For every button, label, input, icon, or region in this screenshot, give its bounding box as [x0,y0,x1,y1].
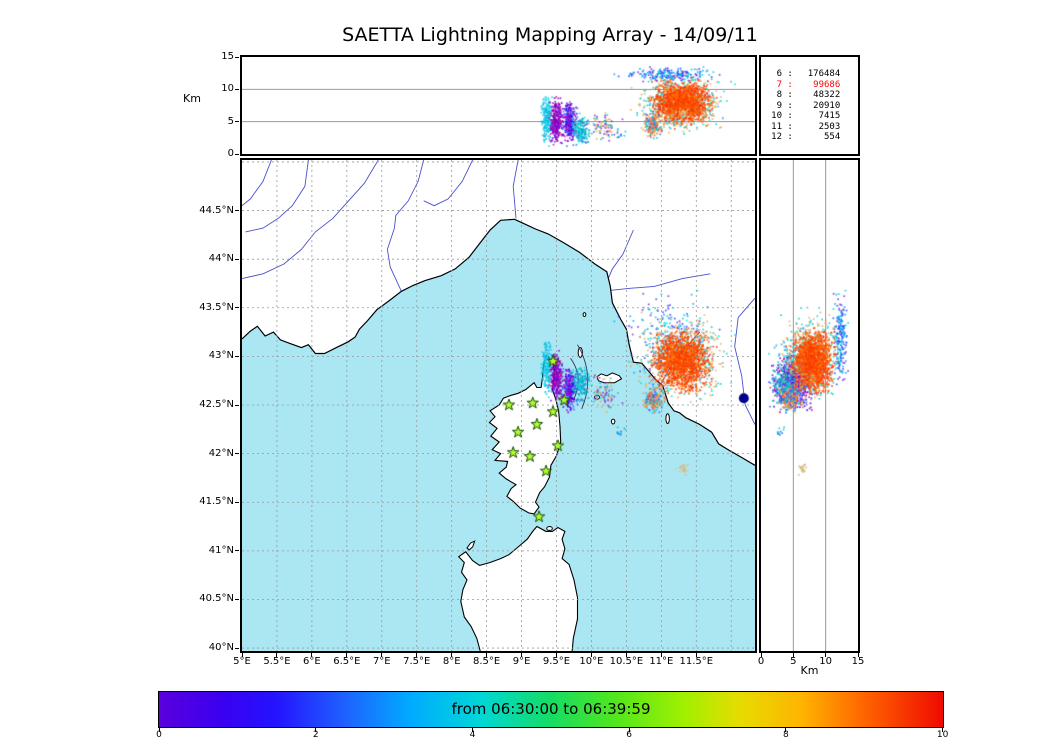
lat-tick-label: 43°N [208,350,234,362]
tick-mark [276,653,278,657]
count-row: 11 : 2503 [771,121,841,132]
altitude-tick-label: 5 [227,115,234,127]
tick-mark [792,653,794,657]
lon-tick-label: 8.5°E [472,656,501,667]
tick-mark [241,653,243,657]
tick-mark [235,56,239,58]
lat-tick-label: 44.5°N [199,204,234,216]
tick-mark [451,653,453,657]
colorbar-label: from 06:30:00 to 06:39:59 [451,700,651,718]
colorbar-tick-label: 8 [783,730,789,740]
altitude-tick-label: 15 [221,51,234,62]
lon-tick-label: 9°E [512,656,531,667]
station-count-panel: 6 : 176484 7 : 99686 8 : 48322 9 : 20910 10 … [759,55,860,156]
lon-tick-label: 9.5°E [542,656,571,667]
tick-mark [760,653,762,657]
distance-axis-unit-label: Km [800,664,819,677]
tick-mark [235,88,239,90]
distance-tick-label: 5 [790,656,797,667]
colorbar-tick-label: 6 [626,730,633,740]
count-row: 8 : 48322 [776,90,841,100]
lon-tick-label: 11°E [649,656,674,667]
lat-tick-label: 41.5°N [199,496,234,508]
tick-mark [590,653,592,657]
tick-mark [235,550,239,552]
lat-tick-label: 43.5°N [199,301,234,313]
lon-tick-label: 7°E [372,656,391,667]
map-panel [240,158,757,653]
tick-mark [235,153,239,155]
lat-tick-label: 40.5°N [199,593,234,605]
tick-mark [471,728,473,732]
lon-tick-label: 8°E [442,656,461,667]
tick-mark [785,728,787,732]
tick-mark [158,728,160,732]
count-row: 12 : 554 [771,132,841,142]
lat-tick-label: 44°N [208,253,234,265]
tick-mark [346,653,348,657]
lat-tick-label: 41°N [208,544,234,556]
lon-tick-label: 6°E [303,656,321,667]
lon-tick-label: 10°E [579,656,604,667]
tick-mark [235,307,239,309]
tick-mark [235,404,239,406]
tick-mark [315,728,317,732]
lon-tick-label: 6.5°E [333,656,361,667]
altitude-longitude-panel [240,55,757,156]
distance-tick-label: 15 [851,656,865,667]
altitude-latitude-panel [759,158,860,653]
right-panel-lightning-canvas [761,160,858,651]
colorbar-tick-label: 2 [312,730,319,740]
tick-mark [628,728,630,732]
count-row: 6 : 176484 [776,69,841,79]
tick-mark [660,653,662,657]
altitude-panel-lightning-canvas [242,57,755,154]
map-lightning-canvas [242,160,755,651]
tick-mark [695,653,697,657]
tick-mark [235,258,239,260]
count-row: 9 : 20910 [776,100,841,111]
lon-tick-label: 11.5°E [679,656,714,667]
lon-tick-label: 7.5°E [403,656,431,667]
lon-tick-label: 5°E [233,656,251,667]
tick-mark [235,121,239,123]
altitude-tick-label: 10 [221,83,234,95]
tick-mark [235,210,239,212]
tick-mark [235,598,239,600]
tick-mark [556,653,557,657]
tick-mark [416,653,418,657]
figure-title: SAETTA Lightning Mapping Array - 14/09/1… [342,24,758,46]
altitude-axis-unit-label: Km [183,92,201,105]
tick-mark [235,647,239,649]
lat-tick-label: 42.5°N [199,399,234,410]
tick-mark [521,653,523,657]
tick-mark [235,453,239,455]
time-colorbar: from 06:30:00 to 06:39:59 [158,691,944,728]
altitude-tick-label: 0 [227,148,234,159]
count-row: 10 : 7415 [771,111,841,121]
lat-tick-label: 40°N [208,642,234,654]
lon-tick-label: 5.5°E [263,656,291,667]
distance-tick-label: 0 [757,656,765,667]
tick-mark [311,653,313,657]
colorbar-tick-label: 4 [469,730,476,740]
colorbar-tick-label: 10 [936,730,949,740]
count-row: 7 : 99686 [776,79,841,90]
colorbar-tick-label: 0 [156,730,162,740]
tick-mark [625,653,627,657]
tick-mark [235,355,239,357]
tick-mark [486,653,488,657]
distance-tick-label: 10 [819,656,833,667]
tick-mark [942,728,944,732]
lat-tick-label: 42°N [208,447,234,459]
tick-mark [235,501,239,503]
tick-mark [381,653,383,657]
tick-mark [857,653,859,657]
tick-mark [825,653,827,657]
lon-tick-label: 10.5°E [609,656,644,667]
